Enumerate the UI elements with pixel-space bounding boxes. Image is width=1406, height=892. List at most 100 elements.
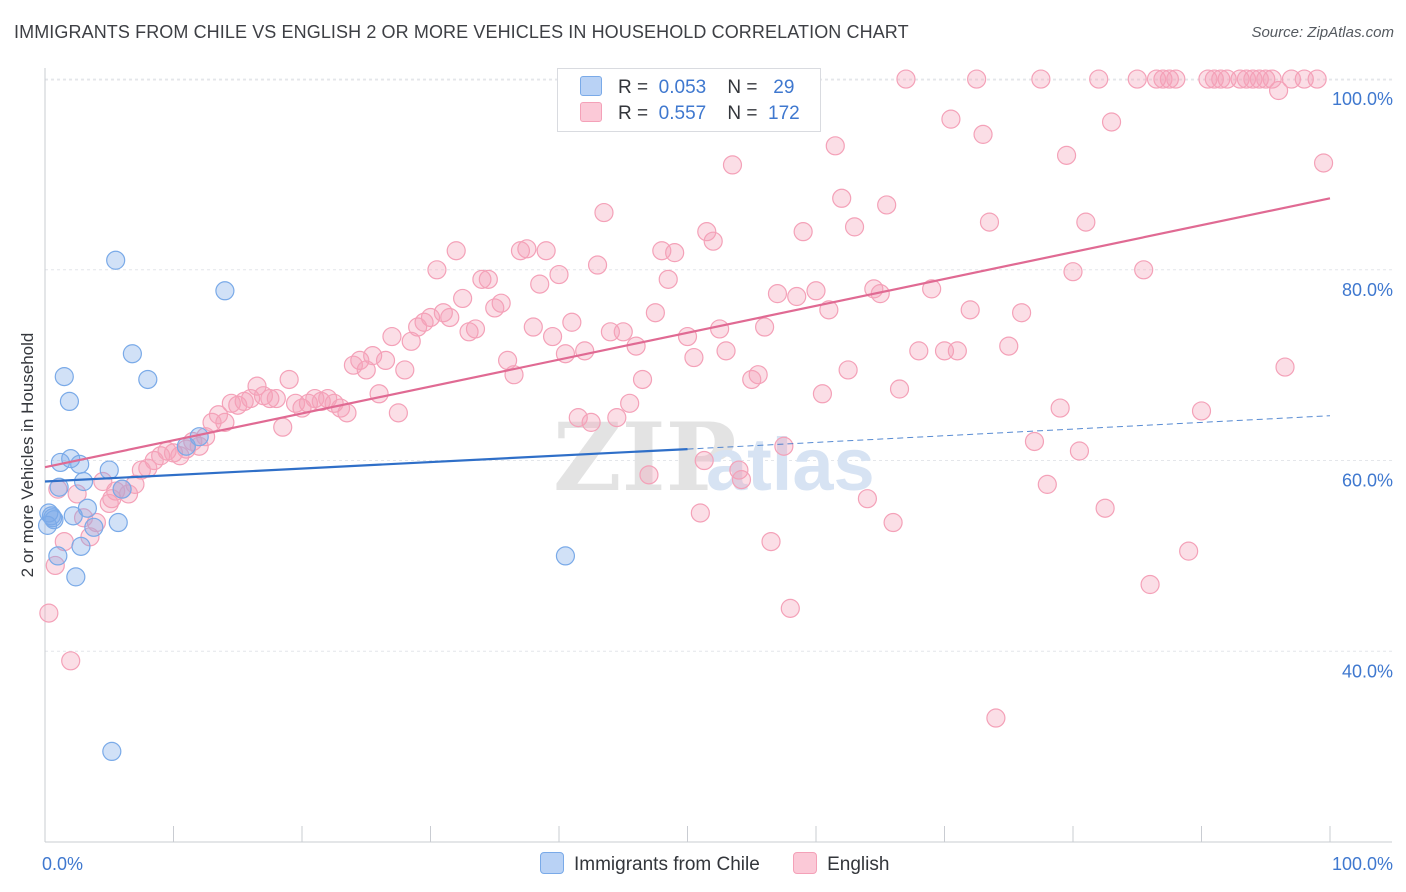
english-point (427, 260, 447, 280)
english-point (1211, 69, 1231, 89)
english-point (375, 350, 396, 371)
english-point (1313, 153, 1334, 173)
y-tick-label: 100.0% (1332, 89, 1393, 109)
legend-row-english: R = 0.557 N = 172 (580, 102, 800, 128)
chile-trend-line (44, 447, 688, 483)
english-point (581, 412, 601, 432)
english-point (1127, 69, 1147, 89)
english-point (453, 288, 473, 309)
english-point (1050, 398, 1070, 418)
watermark-zip: ZIP (553, 403, 736, 513)
chile-point (108, 512, 128, 533)
english-point (812, 384, 833, 404)
english-point (491, 293, 511, 313)
english-point (530, 274, 550, 294)
english-point (973, 124, 993, 144)
y-tick-label: 40.0% (1342, 661, 1393, 681)
english-point (665, 243, 685, 263)
axes (44, 68, 1392, 843)
english-point (1063, 262, 1083, 282)
chile-point (73, 471, 94, 492)
legend-swatch-chile (540, 852, 564, 874)
english-points (39, 69, 1334, 728)
english-point (806, 281, 826, 301)
chile-point (215, 281, 235, 301)
english-point (999, 336, 1019, 356)
english-point (1268, 80, 1289, 101)
english-point (787, 286, 807, 307)
english-point (369, 384, 389, 404)
english-point (587, 255, 608, 275)
english-point (1307, 69, 1327, 89)
english-point (832, 188, 852, 208)
legend-swatch-chile (580, 76, 602, 96)
legend-label-chile: Immigrants from Chile (574, 854, 760, 875)
english-point (731, 470, 752, 490)
english-point (767, 284, 788, 304)
english-point (774, 436, 794, 456)
english-point (703, 231, 723, 251)
english-point (356, 360, 376, 380)
chart-title: IMMIGRANTS FROM CHILE VS ENGLISH 2 OR MO… (14, 22, 909, 42)
legend-r-label: R = (618, 77, 649, 98)
english-point (748, 365, 768, 385)
english-point (761, 531, 781, 552)
chile-point (49, 477, 69, 497)
english-point (825, 136, 845, 156)
english-point (549, 264, 569, 285)
english-point (67, 484, 87, 504)
english-point (607, 408, 627, 428)
legend-item-english: English (793, 852, 889, 876)
english-point (1089, 69, 1109, 89)
chile-point (555, 546, 576, 566)
english-point (472, 269, 492, 289)
source-label: Source: ZipAtlas.com (1251, 24, 1394, 41)
legend-item-chile: Immigrants from Chile (540, 852, 760, 876)
english-point (722, 155, 743, 175)
english-point (388, 403, 408, 423)
english-point (1191, 401, 1212, 421)
english-point (517, 239, 537, 259)
english-point (1037, 474, 1057, 494)
english-point (909, 341, 929, 361)
english-point (1095, 498, 1115, 518)
y-axis-label: 2 or more Vehicles in Household (18, 332, 37, 578)
english-point (694, 450, 714, 471)
correlation-legend: R = 0.053 N = 29 R = 0.557 N = 172 (557, 68, 821, 132)
english-point (697, 222, 717, 242)
chile-point (99, 460, 119, 480)
chile-point (48, 546, 68, 566)
chile-point (138, 369, 158, 390)
english-point (1076, 212, 1096, 232)
legend-n-label: N = (727, 77, 758, 98)
english-point (382, 326, 402, 347)
english-point (793, 222, 813, 242)
y-tick-label: 60.0% (1342, 471, 1393, 491)
english-point (684, 347, 704, 368)
english-point (523, 317, 543, 337)
legend-swatch-english (580, 102, 602, 122)
english-point (1166, 69, 1186, 89)
english-point (857, 489, 878, 509)
english-point (883, 512, 903, 533)
chile-point (66, 567, 86, 587)
english-point (594, 202, 614, 223)
english-point (645, 303, 665, 323)
x-tick-label: 0.0% (42, 854, 83, 874)
english-point (1069, 441, 1090, 461)
english-point (677, 326, 698, 347)
chile-point (77, 498, 98, 518)
english-point (960, 300, 980, 320)
english-point (1056, 145, 1077, 165)
english-point (922, 279, 942, 299)
english-point (710, 319, 730, 339)
english-point (620, 393, 640, 413)
trend-lines (44, 197, 1331, 483)
english-point (337, 403, 357, 423)
english-point (947, 341, 967, 361)
english-point (247, 376, 267, 396)
english-point (1140, 574, 1160, 595)
legend-r-label: R = (618, 103, 649, 124)
series-legend: Immigrants from Chile English (540, 852, 917, 876)
